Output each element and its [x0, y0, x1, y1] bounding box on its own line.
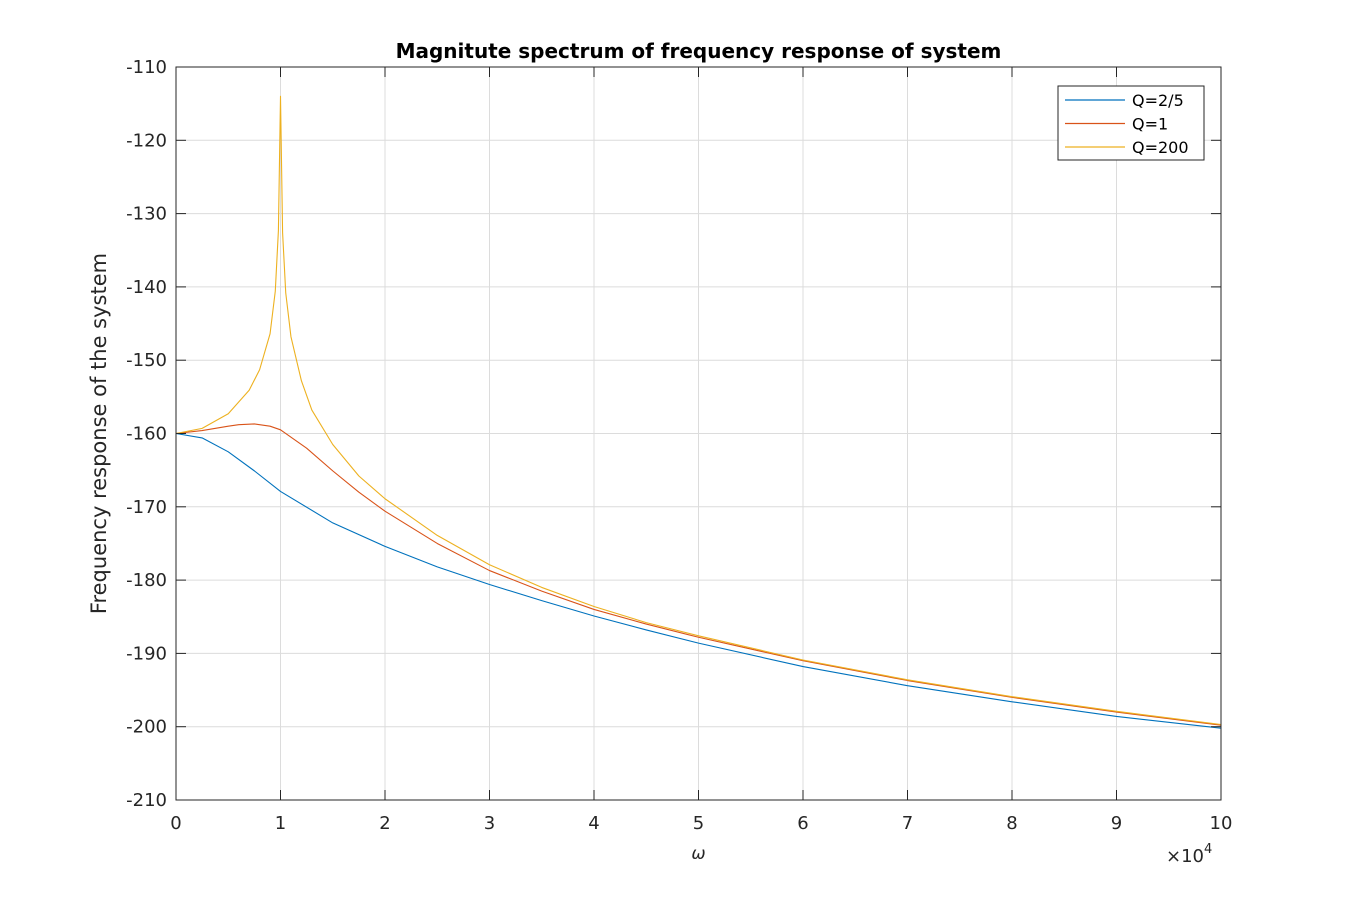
y-tick-label: -170 [126, 497, 167, 518]
x-axis-label: ω [691, 844, 705, 864]
y-tick-label: -110 [126, 57, 167, 78]
y-tick-labels: -110 -120 -130 -140 -150 -160 -170 -180 -190 -200… [126, 57, 167, 811]
x-tick-label: 3 [484, 813, 495, 834]
legend: Q=2/5 Q=1 Q=200 [1057, 85, 1205, 161]
y-tick-label: -180 [126, 570, 167, 591]
x-exponent-power: 4 [1204, 842, 1212, 857]
legend-label: Q=2/5 [1132, 91, 1184, 110]
y-tick-label: -120 [126, 130, 167, 151]
x-tick-label: 5 [693, 813, 704, 834]
legend-label: Q=200 [1132, 138, 1189, 157]
series-line-2 [175, 423, 1222, 726]
y-tick-label: -140 [126, 277, 167, 298]
x-tick-label: 7 [902, 813, 913, 834]
y-tick-label: -210 [126, 790, 167, 811]
y-tick-label: -160 [126, 424, 167, 445]
x-tick-label: 9 [1111, 813, 1122, 834]
ticks [175, 66, 1222, 801]
y-tick-label: -200 [126, 717, 167, 738]
x-tick-label: 6 [797, 813, 808, 834]
x-tick-label: 0 [170, 813, 181, 834]
x-axis-exponent: ×104 [1166, 842, 1212, 867]
series-line-1 [175, 432, 1222, 729]
x-tick-label: 1 [275, 813, 286, 834]
x-tick-label: 2 [379, 813, 390, 834]
y-tick-label: -150 [126, 350, 167, 371]
x-exponent-base: ×10 [1166, 846, 1204, 867]
x-tick-label: 4 [588, 813, 599, 834]
x-tick-labels: 0 1 2 3 4 5 6 7 8 9 10 [170, 813, 1232, 834]
x-tick-label: 10 [1210, 813, 1233, 834]
y-tick-label: -190 [126, 643, 167, 664]
y-axis-label: Frequency response of the system [87, 253, 111, 614]
x-tick-label: 8 [1006, 813, 1017, 834]
y-tick-label: -130 [126, 204, 167, 225]
series-lines [175, 95, 1222, 729]
legend-label: Q=1 [1132, 115, 1168, 134]
series-line-3 [175, 95, 1222, 726]
chart-title: Magnitute spectrum of frequency response… [396, 39, 1002, 63]
